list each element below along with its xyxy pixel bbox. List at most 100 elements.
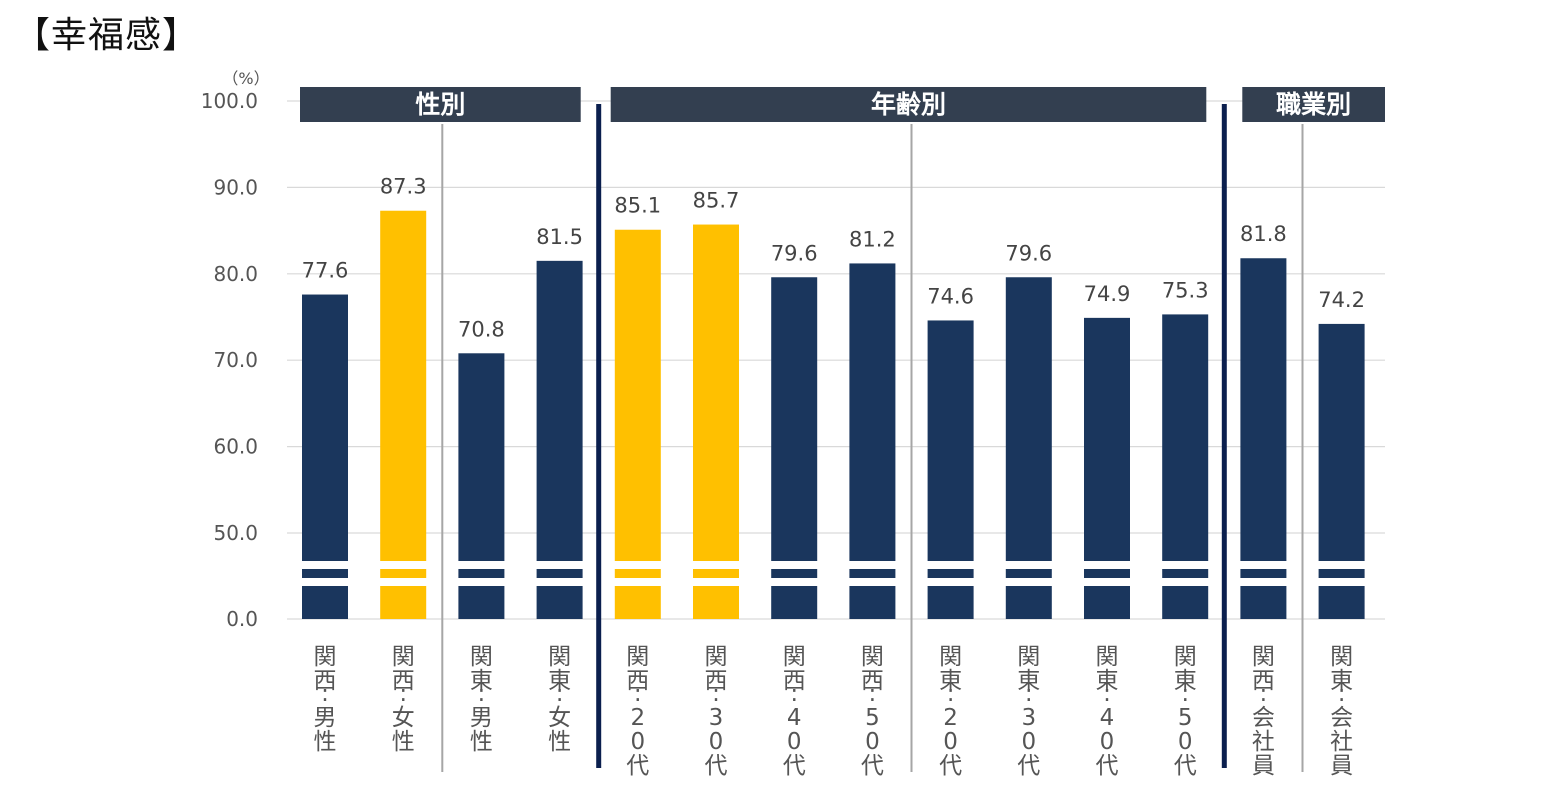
- category-label-char: :: [1181, 681, 1189, 707]
- category-label-char: 5: [1178, 705, 1193, 731]
- category-label-char: 関: [783, 644, 806, 670]
- bar: [1162, 314, 1209, 619]
- axis-break-band: [1003, 578, 1054, 586]
- category-label-char: 関: [939, 644, 962, 670]
- data-label: 79.6: [771, 241, 818, 265]
- axis-break-band: [534, 578, 585, 586]
- category-label: 関西:男性: [314, 644, 337, 755]
- data-label: 79.6: [1005, 241, 1052, 265]
- y-tick-label: 80.0: [213, 262, 258, 286]
- bar: [302, 294, 348, 619]
- category-label: 関東: 3 0 代: [1017, 644, 1040, 779]
- axis-break-band: [378, 578, 429, 586]
- axis-break-band: [769, 578, 820, 586]
- category-label-char: 代: [939, 753, 962, 779]
- axis-break-band: [925, 561, 976, 569]
- data-label: 85.1: [614, 194, 661, 218]
- category-label-char: 東: [548, 668, 571, 694]
- data-label: 81.8: [1240, 222, 1287, 246]
- axis-break-band: [691, 578, 741, 586]
- axis-break-band: [534, 561, 585, 569]
- axis-break-band: [612, 561, 663, 569]
- category-label: 関西:会社員: [1252, 644, 1275, 779]
- category-label-char: 関: [1096, 644, 1119, 670]
- data-label: 75.3: [1162, 278, 1209, 302]
- category-label-char: 0: [630, 729, 645, 755]
- category-label-char: 東: [470, 668, 493, 694]
- data-label: 81.2: [849, 227, 896, 251]
- category-label-char: 会: [1252, 705, 1275, 731]
- category-label-char: 西: [314, 668, 337, 694]
- category-label-char: 西: [1252, 668, 1275, 694]
- axis-break-band: [1082, 578, 1132, 586]
- category-label-char: :: [869, 681, 877, 707]
- category-label: 関西:女性: [392, 644, 415, 755]
- category-label-char: 0: [1178, 729, 1193, 755]
- y-unit-label: （%）: [222, 69, 269, 88]
- category-label-char: :: [478, 681, 486, 707]
- data-label: 77.6: [302, 259, 349, 283]
- category-label-char: 会: [1330, 705, 1353, 731]
- category-label-char: 関: [705, 644, 728, 670]
- category-label: 関東: 4 0 代: [1096, 644, 1119, 779]
- category-label-char: :: [712, 681, 720, 707]
- axis-break-band: [456, 561, 507, 569]
- category-label-char: 4: [787, 705, 802, 731]
- category-label-char: 性: [392, 729, 415, 755]
- category-label-char: 3: [709, 705, 724, 731]
- category-label-char: :: [1260, 681, 1268, 707]
- category-label-char: 0: [709, 729, 724, 755]
- axis-break-band: [300, 578, 350, 586]
- category-label-char: 社: [1252, 729, 1275, 755]
- axis-break-band: [378, 561, 429, 569]
- category-label-char: 西: [392, 668, 415, 694]
- bar: [458, 353, 505, 619]
- category-label-char: 0: [943, 729, 958, 755]
- category-label-char: 0: [1021, 729, 1036, 755]
- data-label: 74.9: [1084, 282, 1131, 306]
- axis-break-band: [691, 561, 741, 569]
- category-label-char: 員: [1252, 753, 1275, 779]
- category-label-char: 5: [865, 705, 880, 731]
- bar: [693, 224, 739, 619]
- category-label-char: :: [321, 681, 329, 707]
- category-label-char: 東: [939, 668, 962, 694]
- category-label-char: :: [1025, 681, 1033, 707]
- axis-break-band: [769, 561, 820, 569]
- bar: [1240, 258, 1287, 619]
- category-label: 関東:男性: [470, 644, 493, 755]
- category-label-char: 西: [626, 668, 649, 694]
- y-tick-label: 0.0: [226, 607, 258, 631]
- category-label-char: 員: [1330, 753, 1353, 779]
- category-label-char: 0: [787, 729, 802, 755]
- category-label-char: 性: [470, 729, 493, 755]
- data-label: 74.2: [1318, 288, 1365, 312]
- category-label: 関東:会社員: [1330, 644, 1353, 779]
- category-label-char: 代: [1017, 753, 1040, 779]
- axis-break-band: [1316, 561, 1367, 569]
- category-label-char: :: [790, 681, 798, 707]
- category-label-char: 東: [1096, 668, 1119, 694]
- axis-break-band: [1238, 561, 1289, 569]
- category-label-char: :: [1338, 681, 1346, 707]
- axis-break-band: [1160, 578, 1211, 586]
- axis-break-band: [847, 561, 898, 569]
- category-label-char: 女: [392, 705, 415, 731]
- group-header-label: 職業別: [1276, 90, 1351, 119]
- category-label-char: 0: [1100, 729, 1115, 755]
- category-label-char: 男: [314, 705, 337, 731]
- category-label-char: 関: [1252, 644, 1275, 670]
- category-label-char: 社: [1330, 729, 1353, 755]
- page-title: 【幸福感】: [14, 15, 200, 56]
- axis-break-band: [1316, 578, 1367, 586]
- category-label-char: 3: [1021, 705, 1036, 731]
- category-label-char: 代: [783, 753, 806, 779]
- category-label-char: :: [1103, 681, 1111, 707]
- group-header: [300, 87, 581, 122]
- bar: [1318, 323, 1365, 619]
- category-label-char: 代: [1174, 753, 1197, 779]
- category-label-char: 東: [1330, 668, 1353, 694]
- category-label-char: :: [556, 681, 564, 707]
- axis-break-band: [847, 578, 898, 586]
